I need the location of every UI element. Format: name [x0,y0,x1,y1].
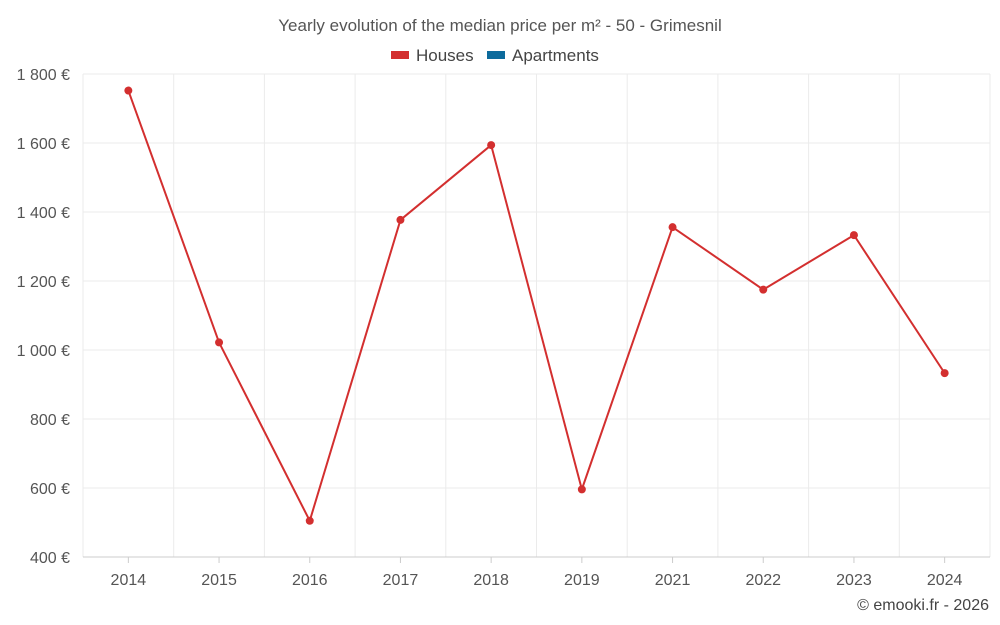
y-tick-label: 1 600 € [17,136,70,153]
credit-text: © emooki.fr - 2026 [857,597,989,614]
x-tick-label: 2014 [111,572,147,589]
legend-label-apartments: Apartments [512,46,599,65]
data-point-2023[interactable] [849,231,858,240]
x-tick-label: 2018 [473,572,509,589]
data-point-2018[interactable] [487,141,496,150]
y-tick-label: 600 € [30,481,70,498]
series-line-houses [127,90,946,522]
legend: Houses Apartments [391,46,599,65]
data-point-2021[interactable] [668,223,677,232]
x-tick-label: 2021 [655,572,691,589]
x-tick-label: 2023 [836,572,872,589]
x-tick-label: 2019 [564,572,600,589]
y-tick-label: 400 € [30,550,70,567]
legend-label-houses: Houses [416,46,474,65]
y-tick-label: 800 € [30,412,70,429]
x-tick-label: 2016 [292,572,328,589]
data-point-2022[interactable] [759,285,768,294]
y-tick-label: 1 000 € [17,343,70,360]
data-point-2014[interactable] [124,86,133,95]
y-tick-label: 1 200 € [17,274,70,291]
data-point-2015[interactable] [215,338,224,347]
y-tick-label: 1 400 € [17,205,70,222]
data-point-2017[interactable] [396,215,405,224]
x-axis-ticks: 2014 2015 2016 2017 2018 2019 2021 2022 2023 2024 [111,557,963,589]
x-tick-label: 2022 [745,572,781,589]
x-tick-label: 2017 [383,572,419,589]
legend-swatch-houses [391,51,409,59]
y-tick-label: 1 800 € [17,67,70,84]
data-point-2016[interactable] [305,516,314,525]
legend-item-apartments[interactable]: Apartments [487,46,599,65]
legend-swatch-apartments [487,51,505,59]
series-houses [124,86,949,525]
x-tick-label: 2015 [201,572,237,589]
x-tick-label: 2024 [927,572,963,589]
data-point-2019[interactable] [577,485,586,494]
y-axis-ticks: 400 € 600 € 800 € 1 000 € 1 200 € 1 400 € 1 60… [17,67,70,567]
chart-title: Yearly evolution of the median price per… [278,16,721,35]
legend-item-houses[interactable]: Houses [391,46,474,65]
data-point-2024[interactable] [940,369,949,378]
